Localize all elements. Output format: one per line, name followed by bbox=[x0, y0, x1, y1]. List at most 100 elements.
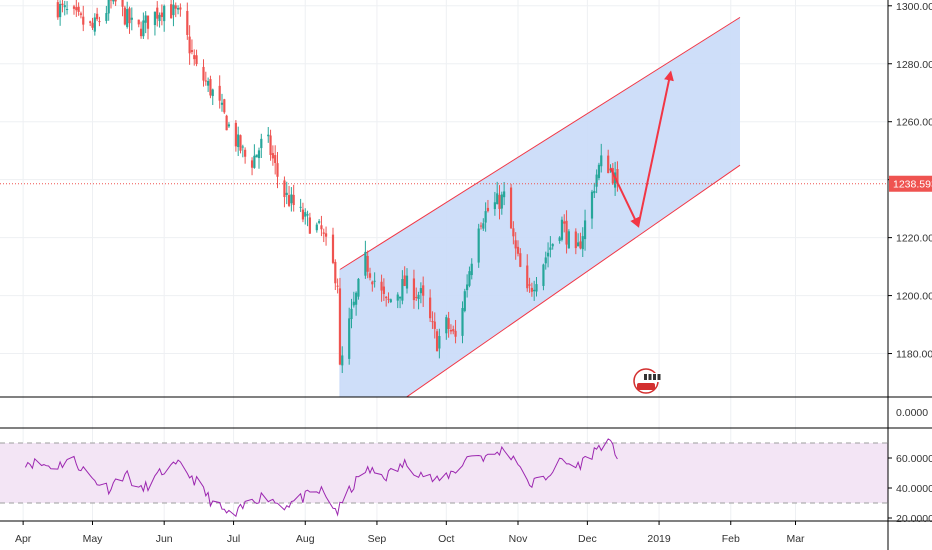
candle-body bbox=[593, 190, 596, 194]
time-tick-label: Aug bbox=[296, 533, 315, 545]
rsi-band-fill bbox=[0, 443, 888, 503]
candle bbox=[546, 242, 550, 268]
candle-body bbox=[533, 289, 536, 292]
candle-body bbox=[112, 0, 115, 2]
candle bbox=[593, 182, 596, 198]
candle bbox=[607, 149, 610, 174]
candle bbox=[225, 114, 228, 131]
candle-body bbox=[63, 5, 66, 8]
volume-tick-label: 0.0000 bbox=[896, 407, 928, 419]
candle bbox=[415, 287, 418, 302]
price-tick-label: 1220.000 bbox=[896, 233, 932, 245]
time-tick-label: Sep bbox=[368, 533, 387, 545]
candle bbox=[82, 5, 85, 32]
time-axis[interactable]: Apr May Jun Jul Aug Sep Oct Nov Dec 2019 Feb Mar bbox=[15, 521, 805, 545]
candle bbox=[218, 75, 221, 109]
candle-body bbox=[565, 220, 568, 245]
candle-body bbox=[371, 281, 374, 285]
candle-body bbox=[382, 286, 385, 294]
candle bbox=[170, 0, 173, 19]
candle bbox=[174, 2, 177, 18]
candle-body bbox=[126, 9, 129, 27]
candle bbox=[123, 5, 126, 26]
candle-body bbox=[486, 207, 490, 212]
candle-body bbox=[551, 243, 554, 247]
candle-body bbox=[82, 16, 85, 25]
candle bbox=[144, 11, 147, 34]
candle bbox=[560, 216, 564, 242]
candle bbox=[299, 198, 302, 213]
candle-body bbox=[461, 307, 464, 336]
projection-arrow-up[interactable] bbox=[637, 70, 674, 227]
candle bbox=[551, 243, 554, 250]
candle bbox=[567, 229, 570, 249]
candle-body bbox=[144, 15, 147, 23]
candle-body bbox=[452, 329, 455, 332]
candle-body bbox=[422, 285, 425, 296]
candle-body bbox=[290, 194, 293, 204]
time-tick-label: Oct bbox=[438, 533, 454, 545]
rsi-tick-label: 20.0000 bbox=[896, 513, 932, 525]
candle bbox=[290, 187, 293, 212]
candle-body bbox=[352, 301, 355, 306]
channel-upper-line[interactable] bbox=[339, 16, 741, 270]
candle bbox=[179, 3, 182, 17]
candle bbox=[380, 274, 383, 302]
logo-glyph bbox=[644, 374, 647, 380]
current-price-tag bbox=[889, 175, 932, 192]
candle bbox=[581, 227, 584, 257]
candle-body bbox=[519, 253, 522, 267]
candle bbox=[306, 210, 309, 227]
candle-body bbox=[65, 9, 69, 11]
candle bbox=[253, 144, 256, 169]
projection-arrow-down[interactable] bbox=[609, 167, 640, 228]
logo-text-box bbox=[643, 373, 662, 382]
candle bbox=[449, 324, 453, 335]
candle bbox=[93, 13, 96, 36]
time-tick-label: Dec bbox=[578, 533, 597, 545]
candle bbox=[98, 16, 101, 27]
candle-body bbox=[207, 81, 210, 86]
candle bbox=[204, 71, 207, 86]
candle-body bbox=[567, 231, 570, 249]
time-tick-label: May bbox=[83, 533, 104, 545]
candle bbox=[59, 0, 62, 26]
candle bbox=[315, 222, 318, 233]
candle bbox=[429, 289, 432, 322]
price-axis[interactable]: 1300.0001280.0001260.0001240.0001220.000… bbox=[888, 1, 932, 525]
candle bbox=[419, 282, 422, 304]
candle bbox=[56, 0, 59, 20]
price-tick-label: 1300.000 bbox=[896, 1, 932, 13]
candle bbox=[121, 0, 124, 17]
candle bbox=[274, 145, 277, 175]
candle-body bbox=[526, 265, 529, 289]
candle-body bbox=[445, 317, 448, 334]
candle bbox=[565, 210, 568, 254]
candle-body bbox=[595, 174, 598, 187]
candle-body bbox=[285, 192, 288, 195]
candle bbox=[79, 11, 83, 19]
candle-body bbox=[435, 331, 439, 352]
candle-body bbox=[89, 21, 92, 23]
candle bbox=[188, 25, 191, 65]
candle-body bbox=[338, 288, 342, 365]
candle-body bbox=[466, 284, 469, 291]
candle bbox=[114, 0, 117, 6]
candle-body bbox=[341, 355, 344, 366]
rsi-tick-label: 40.0000 bbox=[896, 483, 932, 495]
time-tick-label: Feb bbox=[722, 533, 740, 545]
candle-body bbox=[417, 294, 420, 300]
current-price-label: 1238.593 bbox=[893, 179, 932, 191]
time-tick-label: Mar bbox=[786, 533, 805, 545]
candle bbox=[496, 181, 499, 205]
candle-body bbox=[301, 209, 305, 220]
candle-body bbox=[454, 330, 457, 337]
candle bbox=[417, 291, 420, 310]
candle-body bbox=[449, 330, 453, 332]
candle-body bbox=[429, 297, 432, 319]
candle bbox=[301, 202, 305, 223]
candle-body bbox=[500, 194, 503, 209]
candle bbox=[542, 263, 545, 291]
candle bbox=[65, 1, 69, 15]
